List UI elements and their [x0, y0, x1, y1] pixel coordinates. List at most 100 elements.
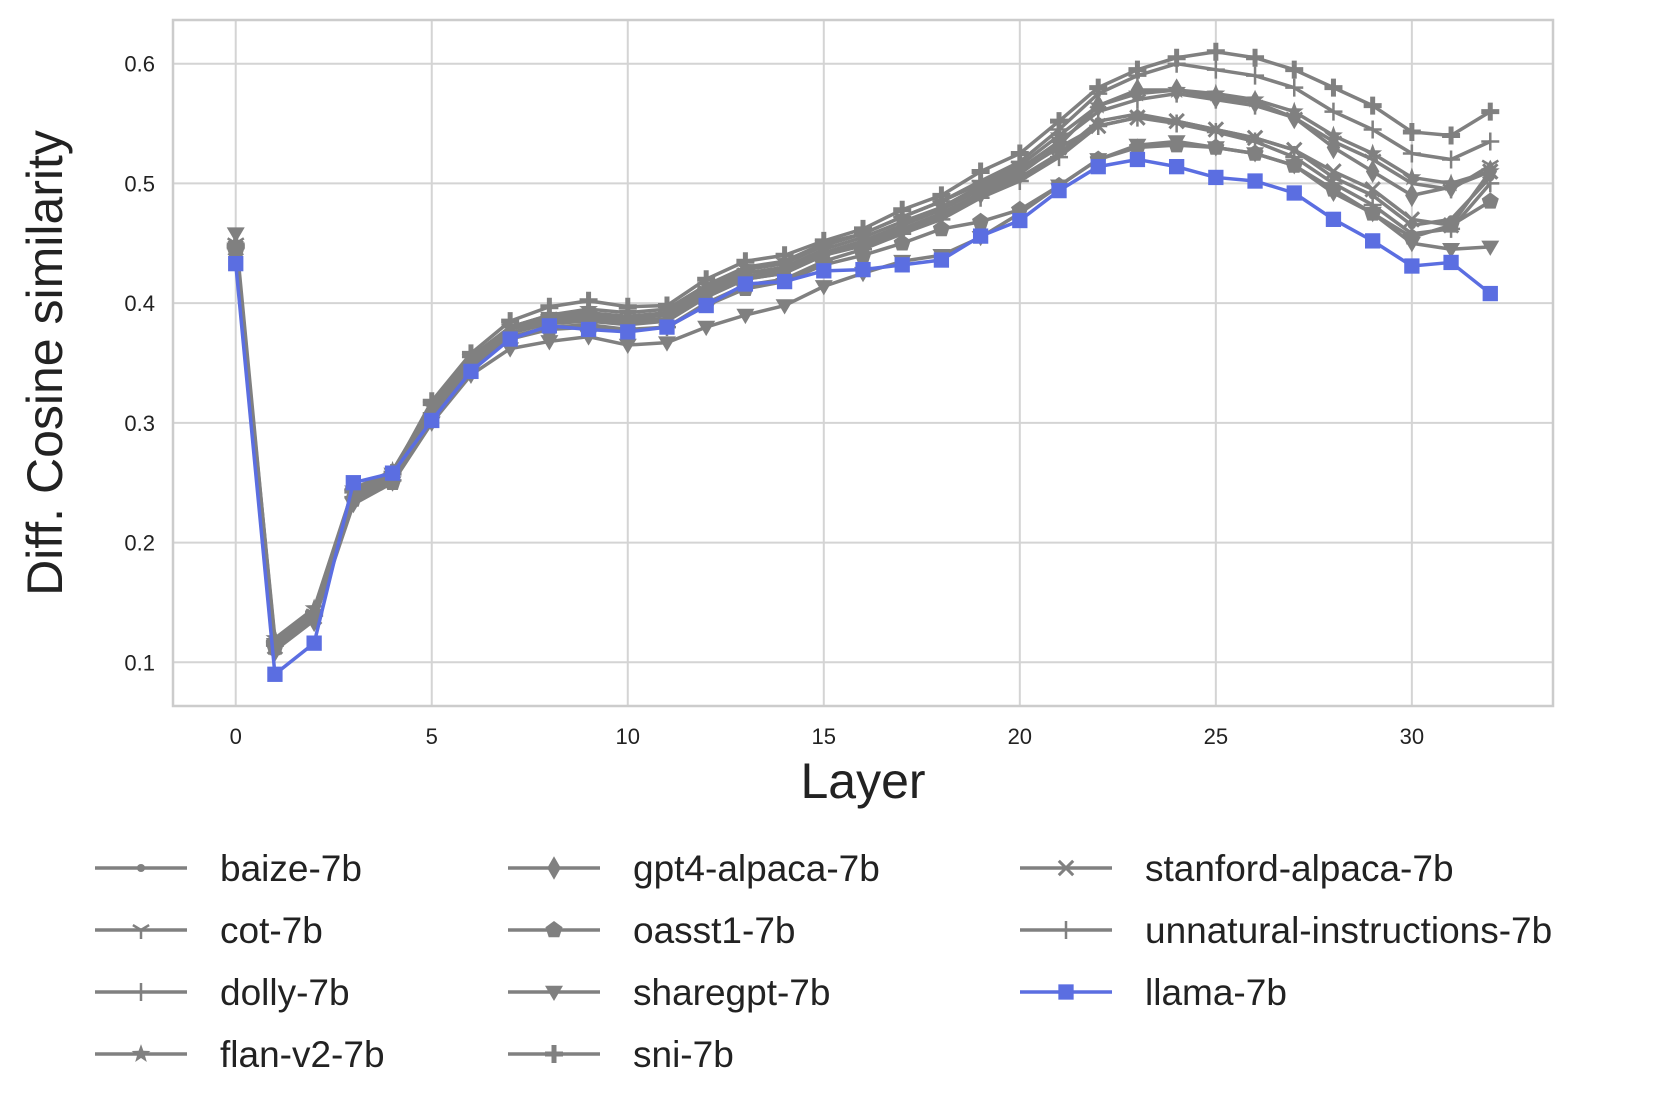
legend-item: unnatural-instructions-7b	[1020, 910, 1552, 951]
x-tick-label: 15	[812, 724, 836, 749]
data-point	[424, 412, 440, 429]
legend-label: oasst1-7b	[633, 910, 796, 951]
series-line	[233, 139, 1491, 647]
data-point	[306, 635, 322, 651]
data-point	[1481, 192, 1499, 209]
data-point	[1206, 141, 1225, 157]
data-point	[698, 297, 714, 314]
data-point	[226, 236, 245, 255]
series-lines	[226, 42, 1500, 682]
data-point	[1247, 173, 1263, 189]
data-point	[657, 336, 676, 352]
legend-label: gpt4-alpaca-7b	[633, 848, 880, 889]
tick-labels: 0 5 10 15 20 25 30 0.1 0.2 0.3 0.4 0.5 0.6	[124, 52, 1424, 749]
data-point	[1363, 207, 1382, 223]
data-point	[1091, 93, 1105, 118]
data-point	[1130, 78, 1145, 102]
legend: baize-7b cot-7b dolly-7b flan-v2-7b gpt4-alp…	[95, 848, 1552, 1075]
data-point	[1169, 78, 1184, 102]
data-point	[1090, 159, 1106, 175]
data-point	[1481, 240, 1500, 256]
data-point	[345, 475, 361, 491]
data-point	[1128, 66, 1147, 85]
data-point	[620, 324, 636, 340]
y-tick-label: 0.5	[124, 171, 155, 196]
series-sharegpt-7b	[226, 135, 1500, 654]
data-point	[1168, 159, 1185, 175]
data-point	[618, 338, 637, 355]
data-point	[1208, 169, 1224, 186]
data-point	[1167, 135, 1186, 151]
data-point	[1324, 102, 1343, 121]
series-stanford-alpaca-7b	[227, 109, 1499, 655]
data-point	[697, 320, 716, 337]
legend-item: baize-7b	[95, 848, 362, 889]
data-point	[226, 227, 245, 243]
legend-item: llama-7b	[1020, 972, 1287, 1013]
series-baize-7b	[231, 109, 1495, 649]
legend-item: sni-7b	[508, 1034, 734, 1075]
data-point	[1363, 143, 1383, 162]
data-point	[1129, 151, 1146, 168]
data-point	[697, 279, 716, 298]
data-point	[545, 1045, 563, 1063]
series-oasst1-7b	[227, 136, 1499, 656]
data-point	[1057, 859, 1075, 877]
data-point	[1444, 175, 1458, 199]
data-point	[545, 921, 563, 938]
data-point	[776, 273, 793, 290]
series-dolly-7b	[226, 108, 1500, 650]
data-point	[1405, 183, 1419, 208]
data-point	[1206, 42, 1225, 61]
data-point	[736, 308, 755, 325]
data-point	[855, 261, 871, 278]
data-point	[618, 307, 637, 326]
legend-item: sharegpt-7b	[508, 972, 830, 1013]
series-line	[233, 112, 1492, 647]
data-point	[1363, 96, 1382, 115]
x-tick-label: 5	[426, 724, 438, 749]
data-point	[933, 252, 950, 268]
series-line	[233, 115, 1492, 643]
data-point	[972, 228, 989, 244]
data-point	[131, 1044, 151, 1063]
legend-label: baize-7b	[220, 848, 362, 889]
data-point	[1325, 163, 1342, 180]
data-point	[856, 231, 870, 255]
data-point	[1285, 141, 1303, 159]
data-point	[422, 395, 441, 414]
data-point	[1050, 120, 1069, 139]
data-point	[1051, 182, 1067, 199]
data-point	[540, 335, 559, 351]
grid	[173, 20, 1553, 706]
data-point	[1209, 85, 1223, 109]
data-point	[736, 260, 755, 279]
data-point	[932, 219, 950, 237]
data-point	[1167, 54, 1186, 73]
x-tick-label: 25	[1204, 724, 1228, 749]
data-point	[1089, 117, 1107, 135]
data-point	[775, 254, 794, 273]
y-tick-label: 0.6	[124, 52, 155, 77]
data-point	[384, 465, 401, 481]
legend-label: unnatural-instructions-7b	[1145, 910, 1552, 951]
x-tick-label: 20	[1008, 724, 1032, 749]
series-unnatural-instructions-7b	[226, 54, 1500, 651]
y-axis-title: Diff. Cosine similarity	[17, 130, 73, 596]
data-point	[502, 331, 518, 347]
data-point	[1482, 285, 1498, 302]
legend-item: oasst1-7b	[508, 910, 796, 951]
data-point	[1324, 125, 1343, 144]
data-point	[893, 234, 911, 251]
data-point	[1365, 233, 1381, 249]
data-point	[1481, 132, 1500, 151]
data-point	[1286, 185, 1302, 201]
data-point	[1404, 258, 1420, 274]
data-point	[1285, 60, 1304, 79]
y-tick-label: 0.2	[124, 531, 155, 556]
legend-label: flan-v2-7b	[220, 1034, 385, 1075]
data-point	[463, 363, 479, 380]
data-point	[1128, 138, 1147, 155]
